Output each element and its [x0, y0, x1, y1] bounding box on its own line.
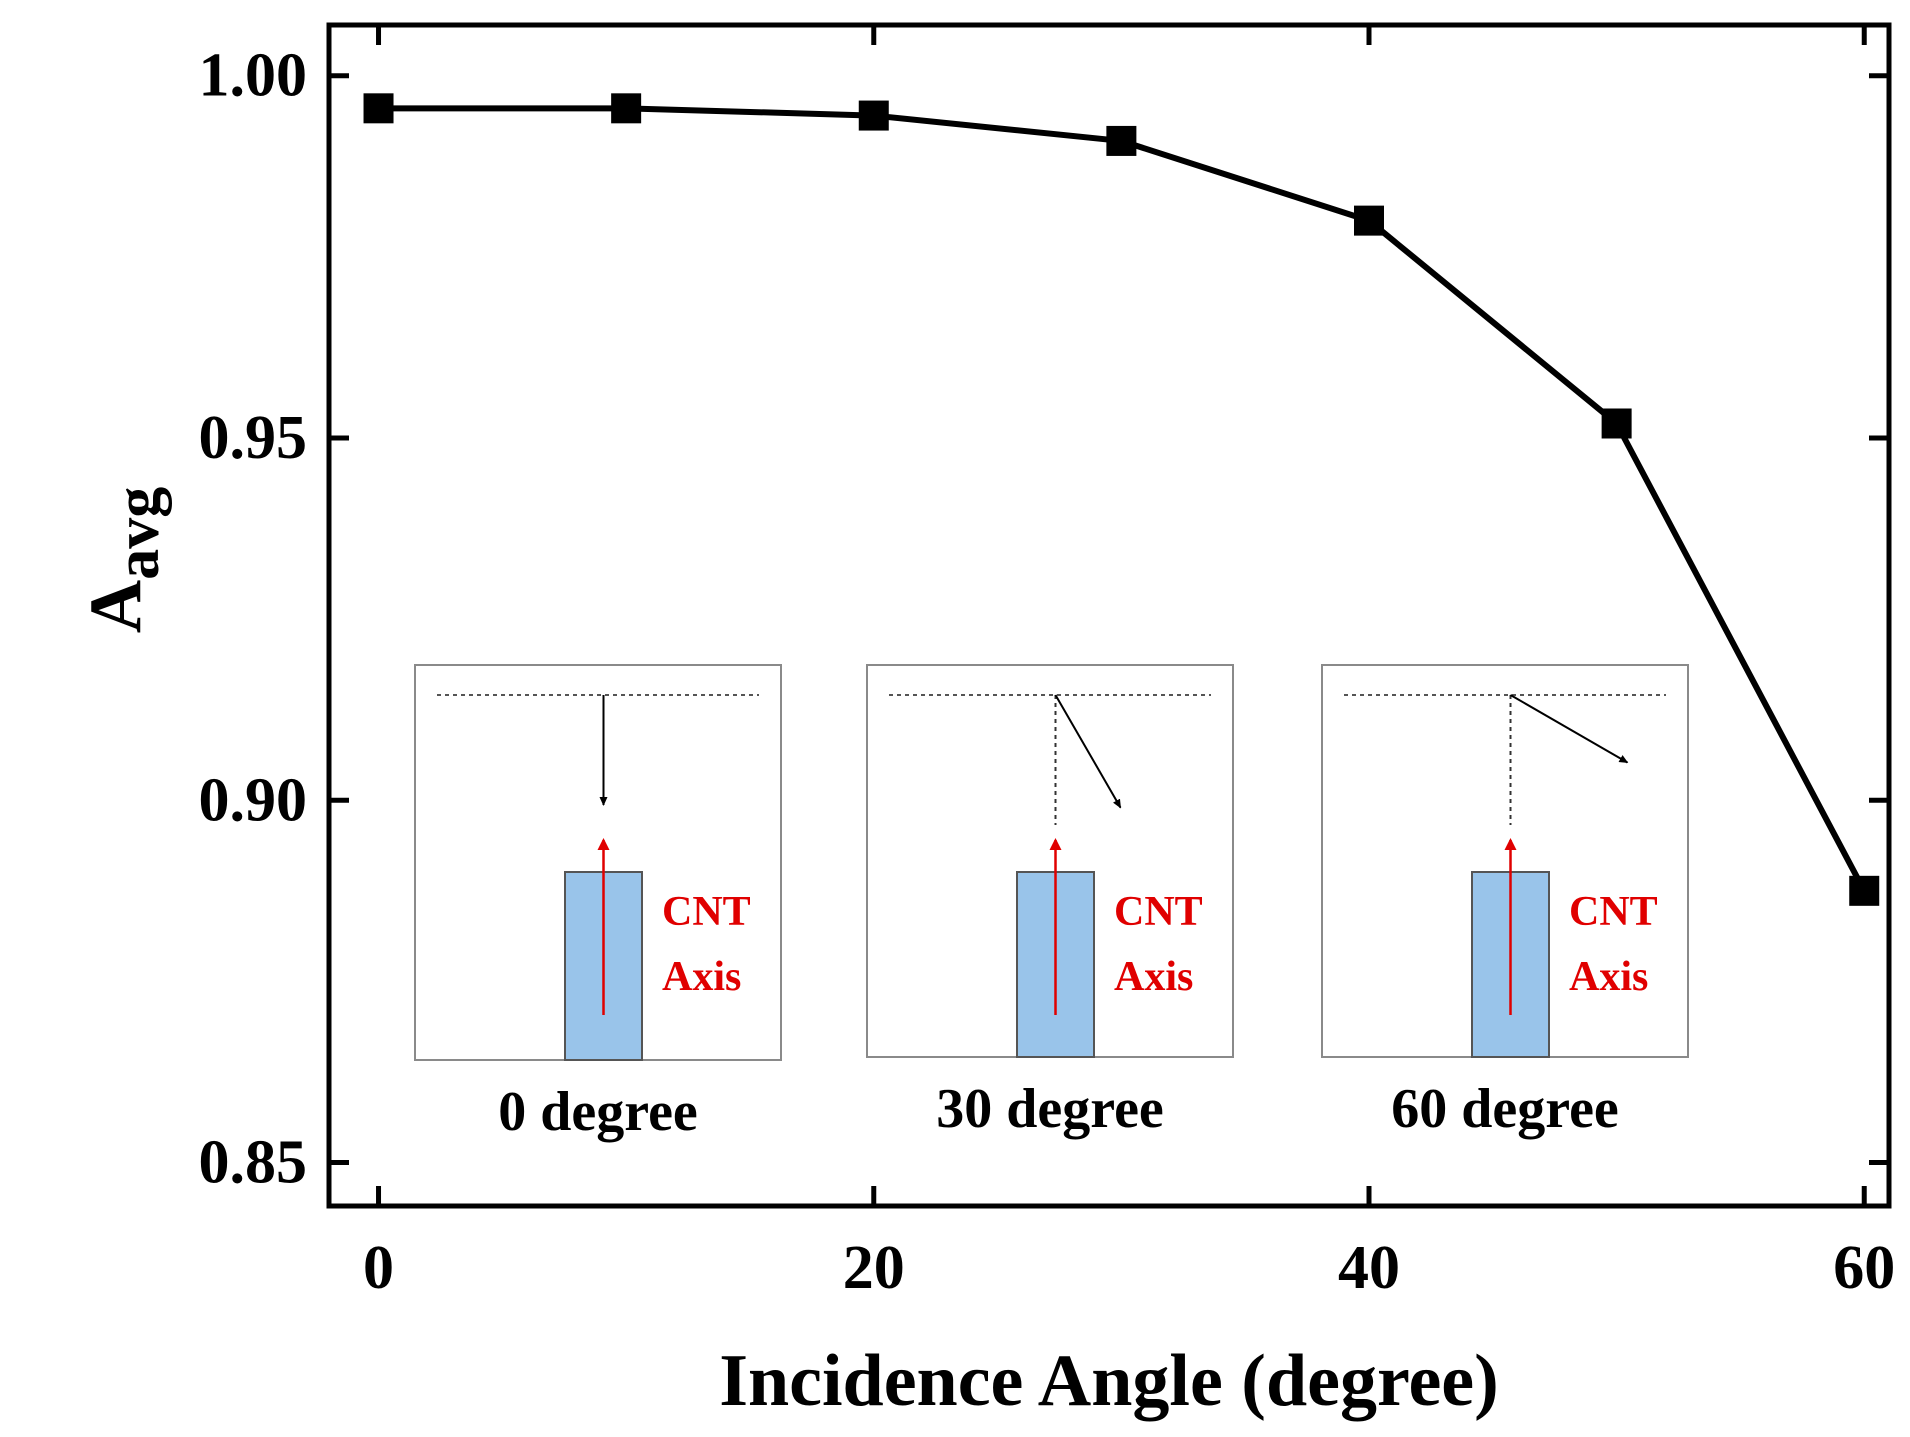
x-tick-label: 60	[1833, 1234, 1895, 1302]
incident-ray-arrow	[1054, 694, 1122, 809]
y-axis-title-subscript: avg	[104, 487, 172, 580]
insets-group: CNT Axis 0 degree CNT Axis 30 degree CNT Axis 60…	[414, 664, 1689, 1143]
data-point-marker	[858, 100, 889, 131]
y-tick-label: 0.85	[199, 1129, 308, 1197]
x-tick-label: 20	[843, 1234, 905, 1302]
y-tick-label: 1.00	[199, 42, 308, 110]
inset-caption: 60 degree	[1391, 1078, 1619, 1140]
cnt-label: CNT	[1114, 889, 1203, 935]
inset-caption: 30 degree	[936, 1078, 1164, 1140]
axis-label: Axis	[662, 954, 741, 1000]
data-point-marker	[363, 93, 394, 124]
data-point-marker	[1601, 408, 1632, 439]
cnt-label: CNT	[1569, 889, 1658, 935]
incident-ray-arrow	[1510, 694, 1629, 764]
plot-frame	[326, 22, 1892, 1209]
y-tick-label: 0.95	[199, 404, 308, 472]
tick-labels: 0 20 40 60 0.85 0.90 0.95 1.00	[199, 42, 1896, 1302]
axis-ticks	[329, 25, 1889, 1206]
y-axis-title: Aavg	[75, 487, 172, 633]
inset-30-degree: CNT Axis 30 degree	[866, 664, 1234, 1140]
inset-60-degree: CNT Axis 60 degree	[1321, 664, 1689, 1140]
y-tick-label: 0.90	[199, 766, 308, 834]
data-point-marker	[1849, 875, 1880, 906]
data-point-marker	[1354, 205, 1384, 236]
data-series	[363, 93, 1880, 906]
inset-0-degree: CNT Axis 0 degree	[414, 664, 782, 1143]
x-axis-title: Incidence Angle (degree)	[719, 1340, 1499, 1422]
cnt-label: CNT	[662, 889, 751, 935]
x-tick-label: 40	[1338, 1234, 1400, 1302]
axis-label: Axis	[1114, 954, 1193, 1000]
data-point-marker	[611, 93, 642, 124]
x-tick-label: 0	[363, 1234, 394, 1302]
y-axis-title-main: A	[75, 580, 157, 633]
axis-label: Axis	[1569, 954, 1648, 1000]
inset-caption: 0 degree	[498, 1081, 698, 1143]
data-point-marker	[1106, 125, 1137, 156]
